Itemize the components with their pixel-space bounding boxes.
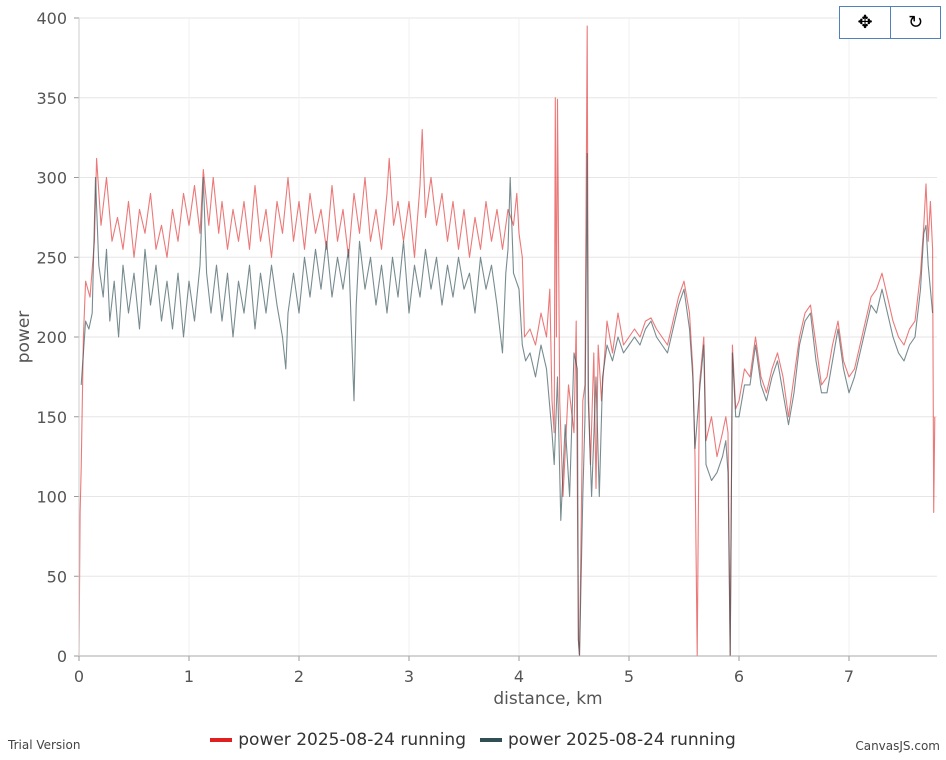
legend-item-dark-series[interactable]: power 2025-08-24 running	[480, 730, 736, 750]
x-tick-label: 4	[514, 667, 524, 686]
y-tick-label: 200	[36, 328, 67, 347]
x-tick-label: 6	[734, 667, 744, 686]
legend-swatch-dark	[480, 738, 502, 742]
x-tick-label: 1	[184, 667, 194, 686]
series-line-dark[interactable]	[80, 153, 934, 657]
canvasjs-credit-link[interactable]: CanvasJS.com	[855, 739, 940, 753]
y-tick-label: 100	[36, 488, 67, 507]
y-axis-title: power	[14, 311, 34, 364]
legend-label-dark: power 2025-08-24 running	[508, 730, 736, 750]
x-tick-label: 5	[624, 667, 634, 686]
reset-rotate-icon: ↻	[907, 12, 924, 33]
y-tick-label: 250	[36, 248, 67, 267]
reset-button[interactable]: ↻	[890, 7, 940, 38]
x-axis-title: distance, km	[493, 689, 602, 709]
x-tick-label: 7	[844, 667, 854, 686]
legend-item-red-series[interactable]: power 2025-08-24 running	[210, 730, 466, 750]
y-tick-label: 300	[36, 169, 67, 188]
pan-arrows-icon: ✥	[857, 12, 873, 33]
x-tick-label: 3	[404, 667, 414, 686]
x-tick-label: 0	[74, 667, 84, 686]
legend-swatch-red	[210, 738, 233, 742]
series-line-red[interactable]	[78, 25, 936, 657]
legend-label-red: power 2025-08-24 running	[238, 730, 466, 750]
trial-version-text: Trial Version	[8, 738, 81, 752]
pan-button[interactable]: ✥	[840, 7, 890, 38]
y-tick-label: 350	[36, 89, 67, 108]
chart-toolbar: ✥ ↻	[839, 6, 941, 39]
y-tick-label: 0	[57, 647, 67, 666]
y-tick-label: 50	[47, 567, 67, 586]
x-tick-label: 2	[294, 667, 304, 686]
chart-legend: power 2025-08-24 running power 2025-08-2…	[0, 730, 946, 750]
y-tick-label: 400	[36, 9, 67, 28]
y-tick-label: 150	[36, 408, 67, 427]
